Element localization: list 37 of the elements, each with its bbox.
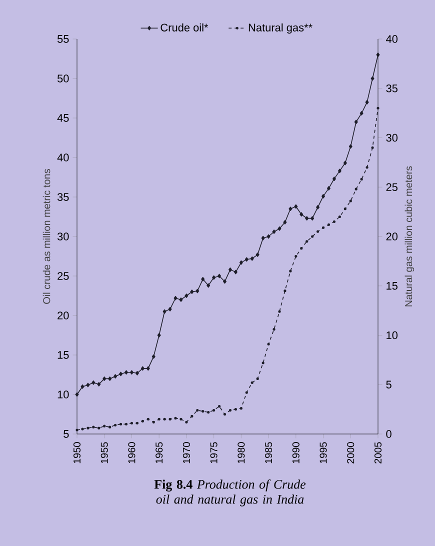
x-tick-label: 1965 [156,442,163,464]
x-tick-label: 1990 [292,442,300,464]
y2-tick-label: 10 [386,331,398,340]
y-tick-label: 25 [58,272,69,280]
y-tick-label: 20 [58,312,69,320]
x-tick-label: 2005 [374,442,382,464]
legend-label: Natural gas** [248,23,312,34]
x-tick-label: 2000 [347,442,354,464]
legend-label: Crude oil* [160,23,208,32]
x-tick-label: 1995 [320,442,327,464]
y-tick-label: 35 [57,193,69,201]
y2-tick-label: 40 [386,35,398,43]
text: Fig 8.4 Production of Crude oil and natural gas in India [154,480,306,506]
y2-tick-label: 20 [386,232,398,240]
x-tick-label: 1960 [128,442,136,464]
y-tick-label: 45 [57,114,69,122]
y2-axis-title: Natural gas million cubic meters [404,166,414,306]
y2-tick-label: 0 [386,430,392,438]
y2-tick-label: 5 [386,380,392,388]
y-axis-title: Oil crude as million metric tons [42,169,50,304]
y-tick-label: 10 [58,390,69,398]
x-tick-label: 1970 [182,442,190,464]
y-tick-label: 30 [57,232,69,240]
y-tick-label: 40 [57,154,69,162]
x-tick-label: 1985 [265,442,272,464]
x-tick-label: 1975 [210,442,218,464]
y-tick-label: 55 [57,35,69,43]
y2-tick-label: 35 [386,84,398,92]
y-tick-label: 50 [57,74,69,82]
y2-tick-label: 25 [386,183,398,192]
x-tick-label: 1950 [73,442,81,464]
y2-tick-label: 15 [386,282,398,290]
x-tick-label: 1980 [238,442,245,464]
x-tick-label: 1955 [100,442,108,464]
y2-tick-label: 30 [386,134,398,142]
y-tick-label: 5 [64,430,69,438]
y-tick-label: 15 [58,351,69,359]
